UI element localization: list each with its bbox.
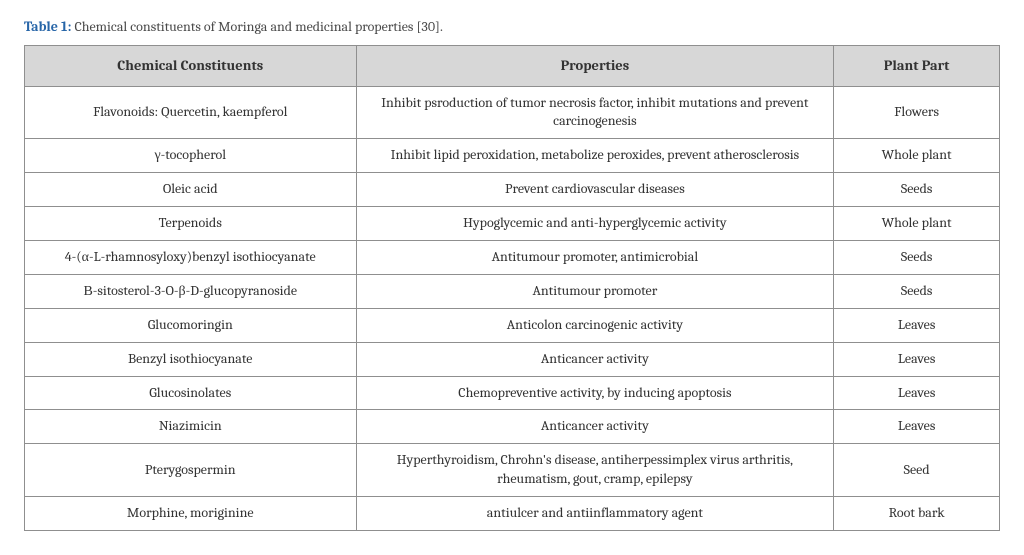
table-row: γ-tocopherolInhibit lipid peroxidation, … (25, 139, 1000, 173)
table-cell: Benzyl isothiocyanate (25, 342, 357, 376)
caption-label: Table 1: (24, 18, 71, 35)
table-cell: Seed (834, 444, 1000, 497)
table-cell: 4-(α-L-rhamnosyloxy)benzyl isothiocyanat… (25, 241, 357, 275)
caption-text: Chemical constituents of Moringa and med… (71, 18, 442, 35)
table-cell: Morphine, moriginine (25, 497, 357, 531)
table-cell: γ-tocopherol (25, 139, 357, 173)
table-cell: Flowers (834, 86, 1000, 139)
table-cell: Β-sitosterol-3-O-β-D-glucopyranoside (25, 274, 357, 308)
table-cell: Terpenoids (25, 207, 357, 241)
table-row: NiazimicinAnticancer activityLeaves (25, 410, 1000, 444)
table-cell: Niazimicin (25, 410, 357, 444)
table-cell: Pterygospermin (25, 444, 357, 497)
table-row: Β-sitosterol-3-O-β-D-glucopyranosideAnti… (25, 274, 1000, 308)
table-cell: Inhibit lipid peroxidation, metabolize p… (356, 139, 834, 173)
table-row: Flavonoids: Quercetin, kaempferolInhibit… (25, 86, 1000, 139)
col-header: Chemical Constituents (25, 46, 357, 87)
table-cell: Inhibit psroduction of tumor necrosis fa… (356, 86, 834, 139)
table-row: 4-(α-L-rhamnosyloxy)benzyl isothiocyanat… (25, 241, 1000, 275)
table-cell: Leaves (834, 410, 1000, 444)
table-row: Morphine, moriginineantiulcer and antiin… (25, 497, 1000, 531)
table-cell: Whole plant (834, 207, 1000, 241)
table-cell: Anticancer activity (356, 410, 834, 444)
constituents-table: Chemical Constituents Properties Plant P… (24, 45, 1000, 531)
table-cell: Prevent cardiovascular diseases (356, 173, 834, 207)
table-caption: Table 1: Chemical constituents of Moring… (24, 18, 1000, 35)
table-cell: Glucosinolates (25, 376, 357, 410)
table-cell: Glucomoringin (25, 308, 357, 342)
table-cell: Antitumour promoter (356, 274, 834, 308)
table-cell: antiulcer and antiinflammatory agent (356, 497, 834, 531)
table-row: Oleic acidPrevent cardiovascular disease… (25, 173, 1000, 207)
table-cell: Hyperthyroidism, Chrohn's disease, antih… (356, 444, 834, 497)
table-row: GlucomoringinAnticolon carcinogenic acti… (25, 308, 1000, 342)
table-cell: Seeds (834, 274, 1000, 308)
table-cell: Whole plant (834, 139, 1000, 173)
table-cell: Root bark (834, 497, 1000, 531)
table-cell: Leaves (834, 376, 1000, 410)
table-cell: Seeds (834, 241, 1000, 275)
table-cell: Leaves (834, 308, 1000, 342)
table-row: TerpenoidsHypoglycemic and anti-hypergly… (25, 207, 1000, 241)
table-body: Flavonoids: Quercetin, kaempferolInhibit… (25, 86, 1000, 530)
table-cell: Anticancer activity (356, 342, 834, 376)
table-cell: Seeds (834, 173, 1000, 207)
table-row: PterygosperminHyperthyroidism, Chrohn's … (25, 444, 1000, 497)
table-row: Benzyl isothiocyanateAnticancer activity… (25, 342, 1000, 376)
table-cell: Hypoglycemic and anti-hyperglycemic acti… (356, 207, 834, 241)
col-header: Plant Part (834, 46, 1000, 87)
table-cell: Anticolon carcinogenic activity (356, 308, 834, 342)
table-header-row: Chemical Constituents Properties Plant P… (25, 46, 1000, 87)
table-cell: Leaves (834, 342, 1000, 376)
col-header: Properties (356, 46, 834, 87)
table-row: GlucosinolatesChemopreventive activity, … (25, 376, 1000, 410)
table-cell: Antitumour promoter, antimicrobial (356, 241, 834, 275)
table-cell: Oleic acid (25, 173, 357, 207)
table-cell: Flavonoids: Quercetin, kaempferol (25, 86, 357, 139)
table-cell: Chemopreventive activity, by inducing ap… (356, 376, 834, 410)
